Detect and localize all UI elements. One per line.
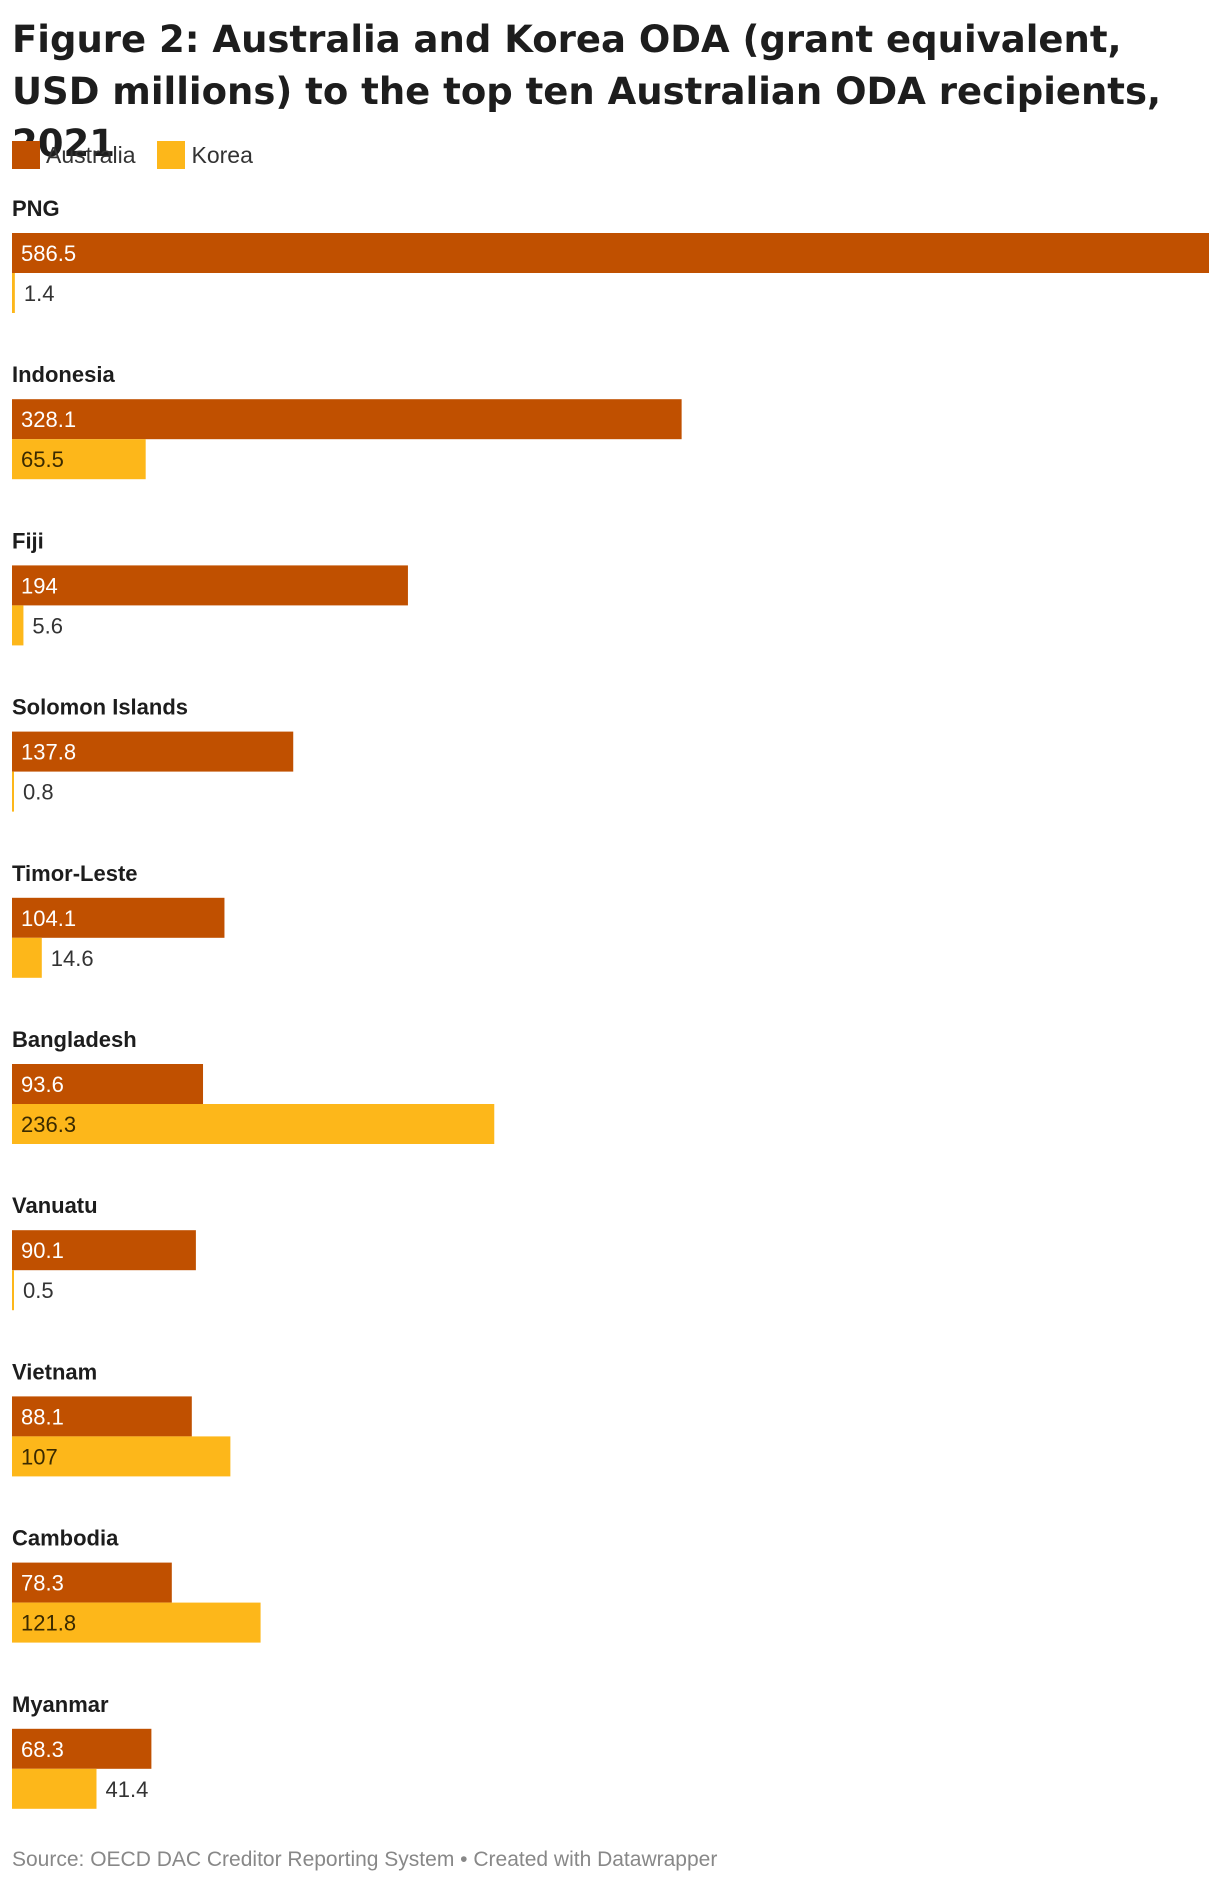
value-label-australia-cambodia: 78.3 [21,1571,64,1596]
value-label-australia-timor-leste: 104.1 [21,906,76,931]
value-label-korea-indonesia: 65.5 [21,447,64,472]
bar-korea-vanuatu [12,1270,14,1311]
value-label-korea-myanmar: 41.4 [105,1777,148,1802]
bar-korea-indonesia [12,439,146,480]
bar-australia-myanmar [12,1728,152,1769]
value-label-korea-vietnam: 107 [21,1444,58,1469]
bar-australia-cambodia [12,1562,172,1603]
bar-korea-solomon-islands [12,771,14,812]
source-text: Source: OECD DAC Creditor Reporting Syst… [12,1848,455,1871]
legend-label-korea: Korea [191,141,253,168]
value-label-korea-png: 1.4 [24,281,55,306]
value-label-korea-fiji: 5.6 [32,613,63,638]
legend-label-australia: Australia [46,141,136,168]
category-label-fiji: Fiji [12,528,44,553]
bar-korea-fiji [12,605,24,646]
value-label-korea-cambodia: 121.8 [21,1611,76,1636]
bar-australia-indonesia [12,399,682,440]
value-label-australia-myanmar: 68.3 [21,1737,64,1762]
value-label-korea-solomon-islands: 0.8 [23,780,54,805]
category-label-solomon-islands: Solomon Islands [12,695,188,720]
value-label-australia-bangladesh: 93.6 [21,1072,64,1097]
value-label-australia-vanuatu: 90.1 [21,1238,64,1263]
category-label-vietnam: Vietnam [12,1359,97,1384]
bar-korea-timor-leste [12,937,42,978]
category-label-indonesia: Indonesia [12,362,115,387]
value-label-australia-png: 586.5 [21,241,76,266]
value-label-australia-indonesia: 328.1 [21,407,76,432]
legend-item-australia: Australia [12,141,135,169]
credit-text: Created with Datawrapper [473,1848,718,1871]
legend-swatch-australia [12,141,40,169]
bar-australia-solomon-islands [12,731,294,772]
legend-item-korea: Korea [157,141,253,169]
value-label-australia-vietnam: 88.1 [21,1404,64,1429]
bar-korea-bangladesh [12,1104,495,1144]
value-label-korea-bangladesh: 236.3 [21,1112,76,1137]
bar-australia-vietnam [12,1396,192,1437]
value-label-korea-timor-leste: 14.6 [51,946,94,971]
bar-australia-vanuatu [12,1230,196,1271]
category-label-vanuatu: Vanuatu [12,1193,98,1218]
legend-swatch-korea [157,141,186,169]
bar-korea-vietnam [12,1436,231,1477]
category-label-png: PNG [12,196,60,221]
source-note: Source: OECD DAC Creditor Reporting Syst… [12,1848,717,1872]
bar-australia-fiji [12,565,408,606]
category-label-cambodia: Cambodia [12,1526,119,1551]
source-separator: • [460,1848,468,1871]
bar-korea-cambodia [12,1602,261,1643]
value-label-australia-solomon-islands: 137.8 [21,740,76,765]
category-label-timor-leste: Timor-Leste [12,861,138,886]
chart-title: Figure 2: Australia and Korea ODA (grant… [12,18,1162,165]
value-label-australia-fiji: 194 [21,573,58,598]
bar-australia-timor-leste [12,897,225,938]
bar-korea-png [12,273,15,313]
bar-korea-myanmar [12,1768,97,1809]
category-label-myanmar: Myanmar [12,1692,109,1717]
bar-chart: PNG 586.5 1.4 Indonesia 328.1 65.5 Fiji 194 5.6 S… [12,196,1209,1809]
legend: Australia Korea [12,140,275,170]
bar-australia-png [12,233,1209,273]
category-label-bangladesh: Bangladesh [12,1027,137,1052]
bar-australia-bangladesh [12,1064,204,1104]
value-label-korea-vanuatu: 0.5 [23,1278,54,1303]
